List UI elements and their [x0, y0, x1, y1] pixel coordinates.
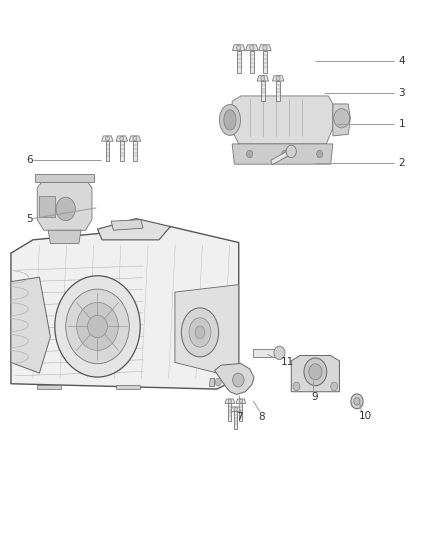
- Polygon shape: [271, 149, 292, 165]
- Ellipse shape: [189, 318, 211, 347]
- Polygon shape: [133, 141, 137, 161]
- Polygon shape: [232, 96, 333, 144]
- Polygon shape: [333, 104, 350, 136]
- Polygon shape: [106, 141, 109, 161]
- Circle shape: [331, 382, 338, 391]
- Polygon shape: [236, 399, 246, 403]
- Polygon shape: [291, 356, 339, 392]
- Polygon shape: [39, 196, 55, 217]
- Ellipse shape: [224, 110, 236, 130]
- Ellipse shape: [66, 289, 129, 364]
- Polygon shape: [209, 378, 215, 386]
- Circle shape: [237, 45, 241, 51]
- Circle shape: [105, 136, 110, 141]
- Polygon shape: [246, 45, 258, 51]
- Circle shape: [276, 76, 280, 81]
- Polygon shape: [261, 81, 265, 101]
- Circle shape: [317, 150, 323, 158]
- Ellipse shape: [77, 302, 118, 350]
- Polygon shape: [234, 411, 237, 429]
- Polygon shape: [259, 45, 271, 51]
- Text: 8: 8: [258, 412, 265, 422]
- Polygon shape: [129, 136, 141, 141]
- Ellipse shape: [55, 276, 140, 377]
- Circle shape: [247, 150, 253, 158]
- Polygon shape: [257, 76, 268, 81]
- Polygon shape: [215, 364, 254, 394]
- Polygon shape: [120, 141, 124, 161]
- Polygon shape: [229, 403, 231, 421]
- Polygon shape: [102, 136, 113, 141]
- Text: 4: 4: [399, 56, 405, 66]
- Circle shape: [334, 109, 350, 128]
- Ellipse shape: [181, 308, 219, 357]
- Polygon shape: [175, 285, 239, 378]
- Polygon shape: [116, 385, 140, 389]
- Text: 6: 6: [26, 155, 33, 165]
- Circle shape: [239, 399, 243, 403]
- Polygon shape: [116, 136, 127, 141]
- Text: 5: 5: [26, 214, 33, 223]
- Polygon shape: [276, 81, 280, 101]
- Polygon shape: [253, 349, 279, 357]
- Polygon shape: [37, 385, 61, 389]
- Polygon shape: [225, 399, 235, 403]
- Circle shape: [304, 358, 327, 386]
- Circle shape: [56, 197, 75, 221]
- Circle shape: [286, 145, 297, 158]
- Circle shape: [293, 382, 300, 391]
- Polygon shape: [35, 174, 94, 182]
- Polygon shape: [11, 277, 50, 373]
- Circle shape: [120, 136, 124, 141]
- Polygon shape: [111, 220, 143, 230]
- Polygon shape: [231, 407, 240, 411]
- Circle shape: [263, 45, 267, 51]
- Polygon shape: [263, 51, 267, 73]
- Circle shape: [261, 76, 265, 81]
- Polygon shape: [37, 182, 92, 230]
- Text: 1: 1: [399, 119, 405, 128]
- Text: 3: 3: [399, 88, 405, 98]
- Circle shape: [233, 373, 244, 387]
- Polygon shape: [98, 219, 170, 240]
- Ellipse shape: [195, 326, 205, 339]
- Text: 2: 2: [399, 158, 405, 167]
- Circle shape: [250, 45, 254, 51]
- Circle shape: [282, 150, 288, 158]
- Text: 10: 10: [359, 411, 372, 421]
- Polygon shape: [240, 403, 242, 421]
- Text: 11: 11: [280, 358, 293, 367]
- Text: 7: 7: [237, 412, 243, 422]
- Circle shape: [215, 378, 221, 386]
- Polygon shape: [48, 230, 81, 244]
- Circle shape: [133, 136, 137, 141]
- Text: 9: 9: [311, 392, 318, 402]
- Polygon shape: [272, 76, 284, 81]
- Circle shape: [234, 407, 237, 411]
- Polygon shape: [11, 227, 239, 389]
- Circle shape: [351, 394, 363, 409]
- Polygon shape: [232, 144, 333, 164]
- Circle shape: [274, 346, 285, 360]
- Circle shape: [309, 364, 322, 380]
- Polygon shape: [250, 51, 254, 73]
- Polygon shape: [233, 45, 245, 51]
- Polygon shape: [237, 51, 240, 73]
- Circle shape: [228, 399, 232, 403]
- Circle shape: [354, 398, 360, 405]
- Ellipse shape: [88, 315, 107, 337]
- Ellipse shape: [219, 104, 240, 135]
